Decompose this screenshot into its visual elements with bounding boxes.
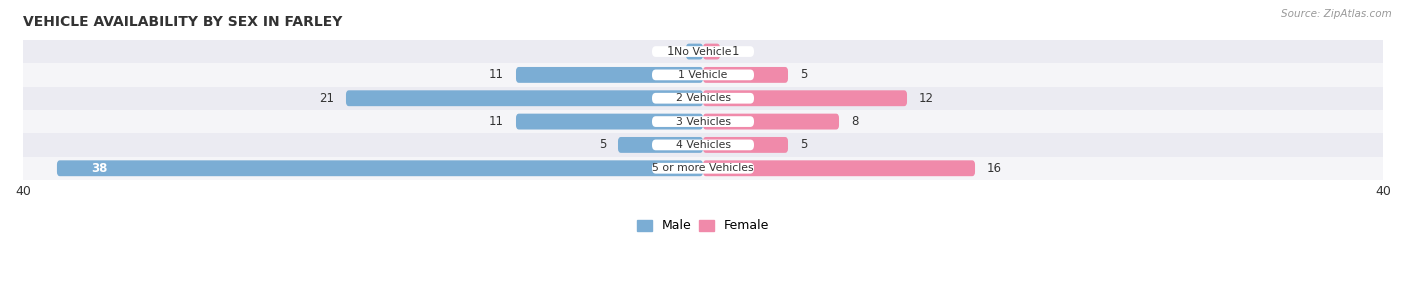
Text: 3 Vehicles: 3 Vehicles: [675, 117, 731, 127]
FancyBboxPatch shape: [652, 46, 754, 57]
Bar: [22, 110, 1384, 133]
Text: 2 Vehicles: 2 Vehicles: [675, 93, 731, 103]
Text: 12: 12: [920, 92, 934, 105]
FancyBboxPatch shape: [703, 90, 907, 106]
FancyBboxPatch shape: [619, 137, 703, 153]
Text: 5 or more Vehicles: 5 or more Vehicles: [652, 163, 754, 173]
FancyBboxPatch shape: [346, 90, 703, 106]
Text: 8: 8: [851, 115, 858, 128]
Text: 5: 5: [800, 138, 807, 151]
Text: Source: ZipAtlas.com: Source: ZipAtlas.com: [1281, 9, 1392, 19]
FancyBboxPatch shape: [516, 67, 703, 83]
Text: 1: 1: [666, 45, 673, 58]
Bar: [22, 87, 1384, 110]
FancyBboxPatch shape: [56, 160, 703, 176]
FancyBboxPatch shape: [703, 114, 839, 129]
Text: VEHICLE AVAILABILITY BY SEX IN FARLEY: VEHICLE AVAILABILITY BY SEX IN FARLEY: [22, 15, 342, 29]
FancyBboxPatch shape: [652, 163, 754, 174]
FancyBboxPatch shape: [652, 116, 754, 127]
Bar: [22, 63, 1384, 87]
Text: 21: 21: [319, 92, 335, 105]
Text: 1: 1: [733, 45, 740, 58]
Text: 5: 5: [800, 69, 807, 81]
FancyBboxPatch shape: [652, 93, 754, 104]
Text: 4 Vehicles: 4 Vehicles: [675, 140, 731, 150]
FancyBboxPatch shape: [652, 69, 754, 80]
Bar: [22, 157, 1384, 180]
Legend: Male, Female: Male, Female: [637, 219, 769, 233]
FancyBboxPatch shape: [686, 44, 703, 59]
Text: 16: 16: [987, 162, 1002, 175]
FancyBboxPatch shape: [652, 140, 754, 150]
Text: 11: 11: [489, 69, 505, 81]
FancyBboxPatch shape: [516, 114, 703, 129]
FancyBboxPatch shape: [703, 67, 787, 83]
Text: 5: 5: [599, 138, 606, 151]
FancyBboxPatch shape: [703, 137, 787, 153]
Text: 11: 11: [489, 115, 505, 128]
FancyBboxPatch shape: [703, 44, 720, 59]
Text: No Vehicle: No Vehicle: [675, 47, 731, 57]
Text: 38: 38: [91, 162, 107, 175]
Bar: [22, 40, 1384, 63]
Text: 1 Vehicle: 1 Vehicle: [678, 70, 728, 80]
Bar: [22, 133, 1384, 157]
FancyBboxPatch shape: [703, 160, 974, 176]
